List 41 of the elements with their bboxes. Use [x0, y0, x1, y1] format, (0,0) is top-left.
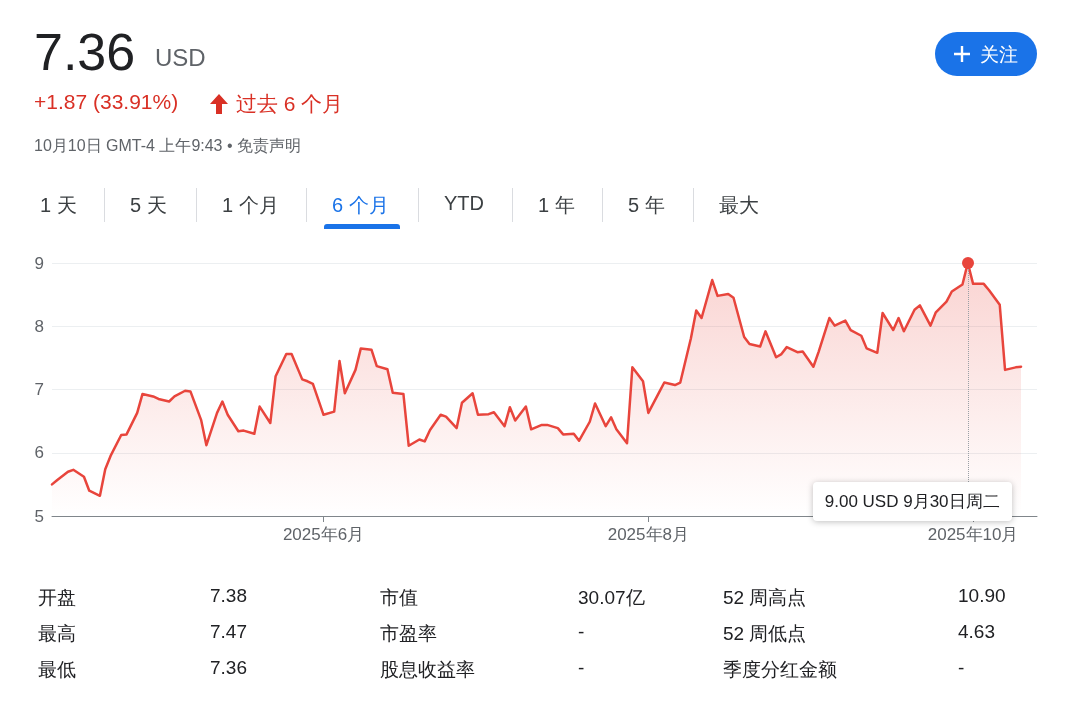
- text: 7.36: [210, 657, 247, 679]
- text: 5 年: [628, 193, 665, 218]
- text: +1.87 (33.91%): [34, 90, 179, 114]
- text: 52 周高点: [723, 586, 807, 610]
- text: 10月10日 GMT-4 上午9:43 • 免责声明: [34, 136, 302, 156]
- y-tick-label: 6: [34, 443, 44, 463]
- text: 开盘: [38, 586, 76, 610]
- text: -: [578, 621, 585, 643]
- text: -: [578, 657, 585, 679]
- annotation: 9.00 USD 9月30日周二: [812, 482, 1012, 521]
- text: 1 个月: [222, 193, 279, 218]
- text: 7.36: [34, 22, 136, 82]
- text: 关注: [980, 43, 1018, 67]
- text: 最低: [38, 658, 76, 682]
- x-tick-label: 2025年10月: [927, 525, 1019, 544]
- text: 季度分红金额: [723, 658, 837, 682]
- y-tick-label: 9: [34, 253, 44, 273]
- text: 市值: [380, 586, 418, 610]
- text: 6 个月: [332, 193, 389, 218]
- text: 1 天: [40, 193, 77, 218]
- text: 7.38: [210, 585, 247, 607]
- x-tick-label: 2025年6月: [282, 525, 365, 544]
- y-tick-label: 8: [34, 316, 44, 336]
- text: 30.07亿: [578, 586, 645, 610]
- y-tick-label: 5: [34, 506, 44, 526]
- text: 过去 6 个月: [236, 91, 344, 117]
- text: YTD: [444, 192, 484, 215]
- text: 市盈率: [380, 622, 437, 646]
- text: 4.63: [958, 621, 995, 643]
- text: -: [958, 657, 965, 679]
- text: 10.90: [958, 585, 1006, 607]
- text: 52 周低点: [723, 622, 807, 646]
- x-tick-label: 2025年8月: [607, 525, 689, 544]
- text: USD: [155, 44, 206, 72]
- text: 最高: [38, 622, 76, 646]
- y-tick-label: 7: [34, 380, 44, 399]
- text: 股息收益率: [380, 658, 475, 682]
- text: 7.47: [210, 621, 247, 643]
- text: 5 天: [130, 193, 167, 218]
- text: 1 年: [538, 193, 575, 218]
- text: 最大: [719, 193, 759, 218]
